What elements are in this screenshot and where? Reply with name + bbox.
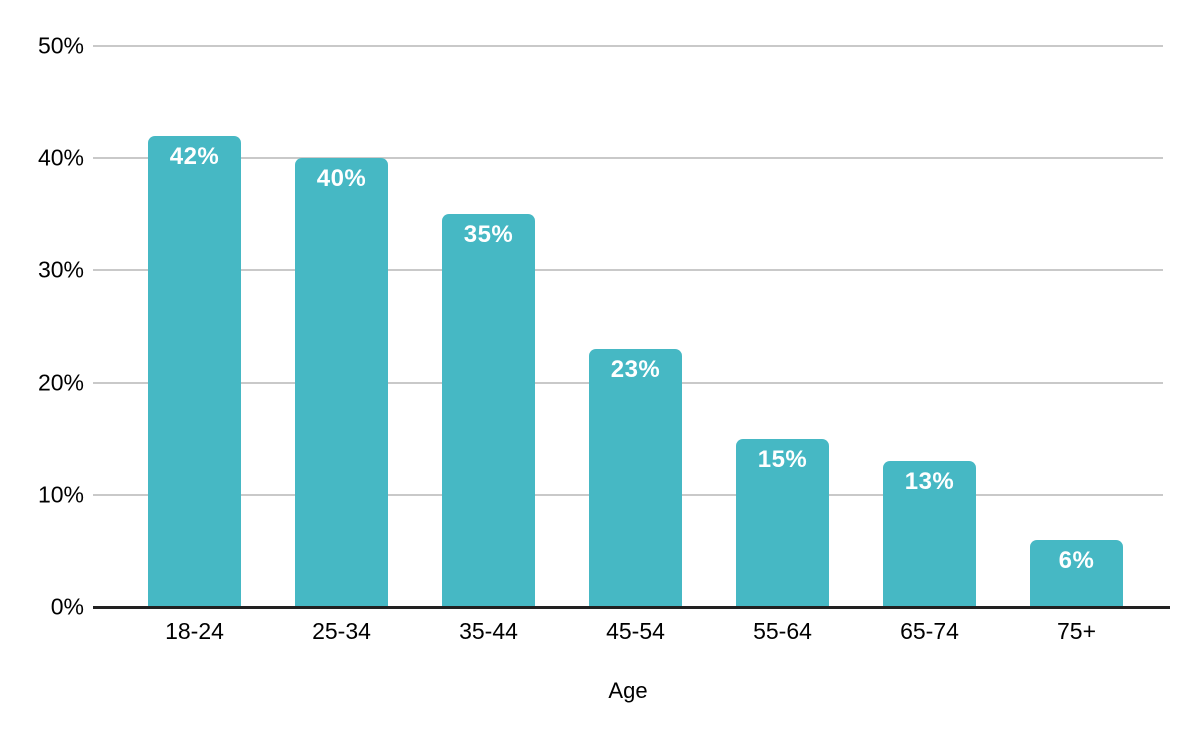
- x-tick-label-55-64: 55-64: [753, 618, 812, 644]
- y-tick-label: 50%: [37, 32, 84, 59]
- bar-value-label: 6%: [1058, 546, 1095, 574]
- bar-value-label: 15%: [757, 445, 808, 473]
- y-tick-label: 0%: [50, 593, 84, 620]
- x-axis-title: Age: [608, 678, 648, 703]
- gridline-50%: [93, 45, 1163, 47]
- x-tick-label-65-74: 65-74: [900, 618, 959, 644]
- bar-35-44: 35%: [442, 214, 535, 607]
- bar-value-label: 35%: [463, 221, 514, 249]
- x-tick-label-75+: 75+: [1056, 618, 1097, 644]
- gridline-40%: [93, 157, 1163, 160]
- y-tick-label: 10%: [37, 481, 84, 508]
- bar-45-54: 23%: [589, 348, 682, 607]
- x-tick-label-35-44: 35-44: [459, 618, 518, 644]
- bar-25-34: 40%: [295, 158, 388, 607]
- bar-18-24: 42%: [148, 135, 241, 607]
- y-tick-label: 20%: [37, 369, 84, 396]
- bar-55-64: 15%: [736, 438, 829, 607]
- bar-value-label: 42%: [169, 142, 220, 170]
- gridline-30%: [93, 269, 1163, 272]
- y-tick-label: 30%: [37, 256, 84, 283]
- bar-value-label: 13%: [904, 468, 955, 496]
- y-tick-label: 40%: [37, 144, 84, 171]
- x-tick-label-25-34: 25-34: [312, 618, 371, 644]
- bar-65-74: 13%: [883, 461, 976, 607]
- x-axis-line: [93, 605, 1170, 609]
- bar-75+: 6%: [1030, 539, 1123, 607]
- x-tick-label-45-54: 45-54: [606, 618, 665, 644]
- x-tick-label-18-24: 18-24: [165, 618, 224, 644]
- bar-value-label: 40%: [316, 165, 367, 193]
- bar-value-label: 23%: [610, 355, 661, 383]
